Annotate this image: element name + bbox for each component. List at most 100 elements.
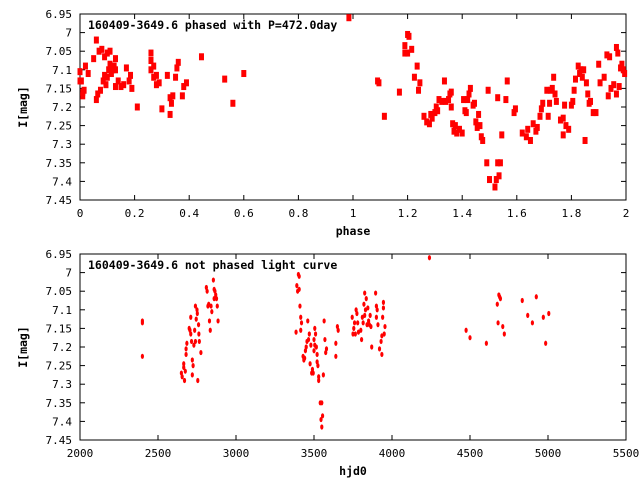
data-point bbox=[353, 331, 357, 337]
data-point bbox=[180, 374, 184, 380]
data-point bbox=[454, 129, 460, 137]
data-point bbox=[452, 122, 458, 130]
data-point bbox=[311, 370, 315, 376]
data-point bbox=[304, 344, 308, 350]
y-tick-label: 7.1 bbox=[52, 304, 72, 317]
data-point bbox=[448, 88, 454, 96]
data-point bbox=[560, 114, 566, 122]
data-point bbox=[148, 57, 154, 64]
data-point bbox=[306, 336, 311, 343]
x-tick-label: 1.6 bbox=[507, 207, 527, 220]
data-point bbox=[456, 125, 462, 133]
data-point bbox=[167, 94, 173, 102]
data-point bbox=[209, 303, 213, 309]
data-point bbox=[156, 79, 162, 87]
data-point bbox=[570, 97, 576, 105]
data-point bbox=[552, 90, 558, 98]
data-point bbox=[496, 172, 502, 180]
data-point bbox=[405, 49, 411, 57]
data-point bbox=[450, 120, 456, 128]
data-point bbox=[121, 81, 127, 89]
data-point bbox=[578, 66, 584, 74]
data-point bbox=[320, 413, 325, 419]
y-tick-label: 7.05 bbox=[46, 285, 73, 298]
data-point bbox=[579, 73, 585, 81]
data-point bbox=[316, 363, 320, 369]
data-point bbox=[497, 159, 503, 167]
data-point bbox=[319, 416, 323, 423]
data-point bbox=[334, 340, 338, 346]
data-point bbox=[379, 338, 383, 345]
y-tick-label: 7.05 bbox=[46, 45, 73, 58]
data-point bbox=[588, 97, 594, 105]
data-point bbox=[443, 97, 449, 105]
data-point bbox=[545, 112, 551, 120]
data-point bbox=[96, 47, 102, 55]
data-point bbox=[585, 90, 591, 98]
data-point bbox=[179, 92, 185, 100]
data-point bbox=[611, 81, 617, 89]
data-point bbox=[464, 327, 468, 333]
data-point bbox=[313, 325, 317, 331]
data-point bbox=[523, 133, 529, 141]
data-point bbox=[241, 70, 247, 78]
data-point bbox=[306, 318, 310, 324]
data-point bbox=[547, 99, 553, 107]
data-point bbox=[77, 68, 83, 76]
data-point bbox=[317, 374, 321, 380]
data-point bbox=[618, 64, 624, 72]
data-point bbox=[299, 320, 304, 326]
data-point bbox=[103, 81, 109, 89]
data-point bbox=[463, 109, 469, 117]
data-point bbox=[477, 122, 483, 130]
data-point bbox=[82, 62, 88, 70]
y-axis-label: I[mag] bbox=[16, 86, 30, 128]
data-point bbox=[216, 318, 220, 324]
data-point bbox=[108, 70, 114, 78]
y-tick-label: 7.3 bbox=[52, 378, 72, 391]
unphased-light-curve-panel: 160409-3649.6 not phased light curve hjd… bbox=[16, 248, 639, 478]
y-tick-label: 7.25 bbox=[46, 120, 73, 133]
x-tick-label: 0.4 bbox=[179, 207, 199, 220]
data-point bbox=[435, 107, 441, 115]
data-point bbox=[199, 349, 203, 356]
data-point bbox=[210, 309, 214, 315]
data-point bbox=[182, 364, 186, 371]
data-point bbox=[196, 322, 201, 328]
data-point bbox=[168, 99, 174, 107]
data-point bbox=[519, 129, 525, 137]
data-point bbox=[181, 83, 187, 91]
x-tick-label: 5000 bbox=[535, 447, 562, 460]
data-point bbox=[381, 112, 387, 120]
data-point bbox=[153, 71, 159, 79]
data-point bbox=[355, 310, 359, 317]
data-point bbox=[406, 32, 412, 40]
y-tick-label: 7.35 bbox=[46, 157, 73, 170]
y-tick-label: 7.4 bbox=[52, 175, 72, 188]
data-point bbox=[436, 96, 442, 104]
y-axis-label: I[mag] bbox=[16, 326, 30, 368]
data-point bbox=[501, 323, 505, 330]
data-point bbox=[374, 290, 378, 296]
data-point bbox=[590, 109, 596, 117]
data-point bbox=[496, 320, 500, 326]
data-point bbox=[512, 105, 518, 113]
y-tick-label: 7.1 bbox=[52, 64, 72, 77]
data-point bbox=[321, 372, 325, 378]
x-tick-label: 3000 bbox=[223, 447, 250, 460]
data-point bbox=[148, 66, 154, 74]
chart-title: 160409-3649.6 not phased light curve bbox=[88, 258, 337, 272]
data-point bbox=[427, 255, 432, 261]
x-tick-label: 1.8 bbox=[561, 207, 581, 220]
data-point bbox=[380, 351, 384, 358]
y-tick-label: 7.15 bbox=[46, 322, 73, 335]
data-point bbox=[451, 127, 457, 135]
data-point bbox=[485, 86, 491, 94]
data-point bbox=[198, 53, 204, 61]
data-point bbox=[446, 96, 452, 104]
data-point bbox=[189, 338, 194, 345]
data-point bbox=[549, 84, 555, 92]
data-point bbox=[196, 377, 200, 384]
data-point bbox=[441, 77, 447, 85]
data-point bbox=[195, 310, 199, 317]
